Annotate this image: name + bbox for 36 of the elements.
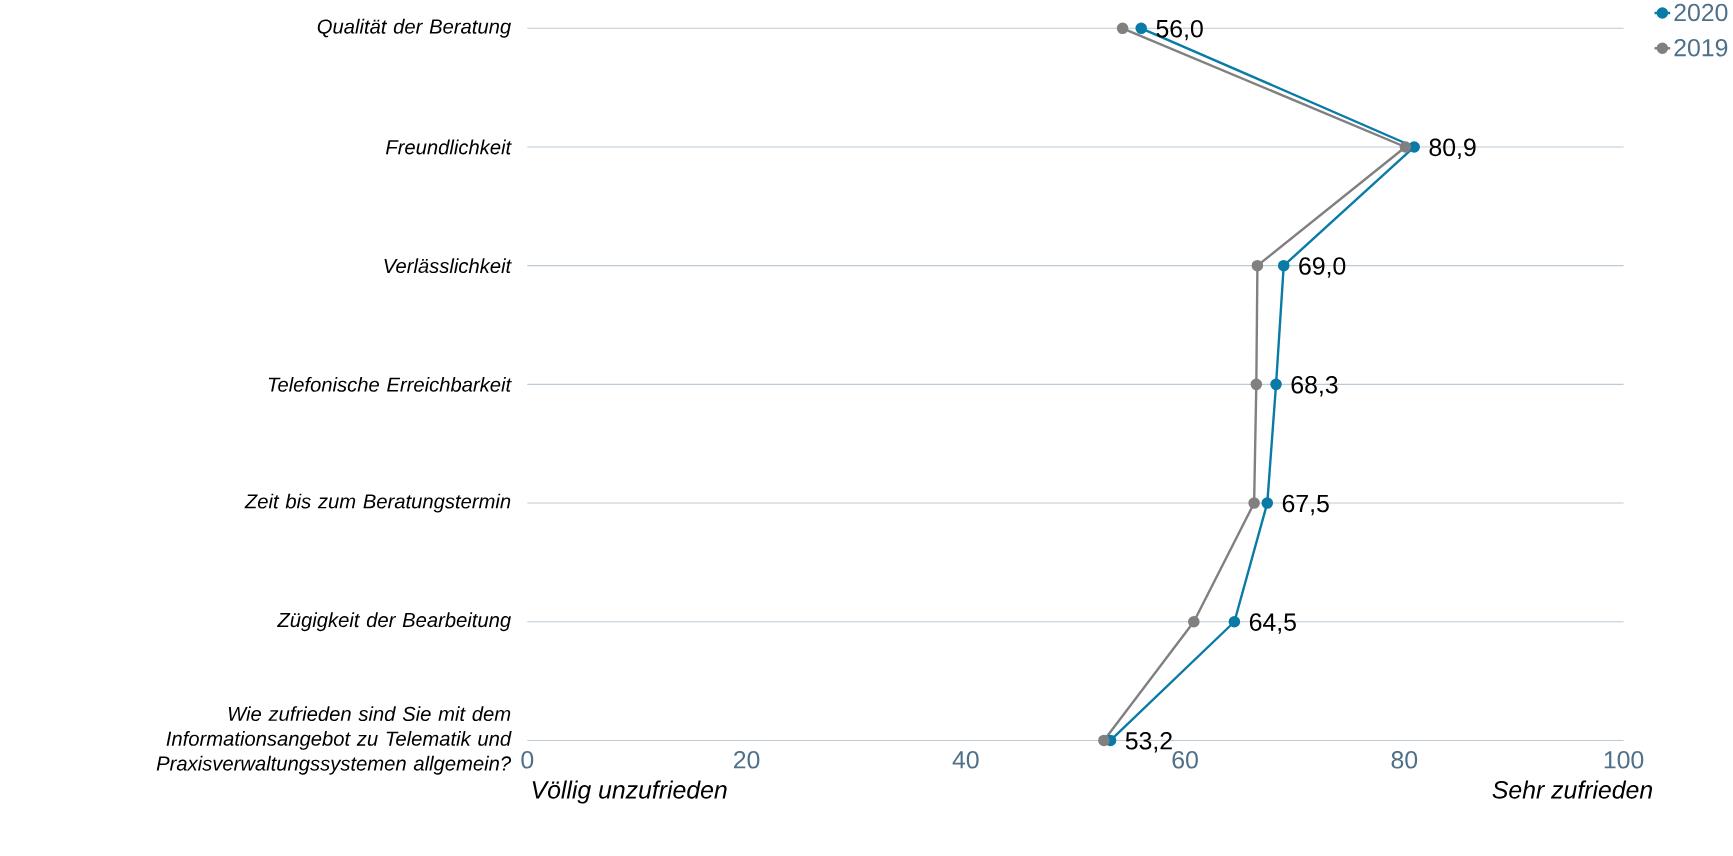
data-label: 53,2 (1125, 732, 1172, 753)
point (1261, 497, 1274, 510)
y-tick-label: Wie zufrieden sind Sie mit dem Informationsangebot zu Telematik und Praxisverwaltungssystemen allgemein? (156, 706, 512, 775)
point (1248, 497, 1260, 510)
x-tick-label: 80 (1391, 751, 1418, 769)
y-tick-label: Telefonische Erreichbarkeit (268, 377, 512, 392)
data-label: 67,5 (1282, 494, 1329, 516)
point (1270, 378, 1282, 391)
legend-label: 2019 (1674, 39, 1728, 57)
x-tick-label: 0 (521, 751, 534, 769)
data-label: 69,0 (1299, 257, 1346, 278)
x-tick-label: 100 (1604, 751, 1644, 769)
data-label: 68,3 (1291, 376, 1338, 397)
y-tick-label: Verlässlichkeit (384, 258, 512, 274)
data-label: 56,0 (1156, 20, 1203, 41)
point (1277, 260, 1290, 272)
point (1250, 378, 1263, 391)
y-tick-label: Qualität der Beratung (317, 19, 511, 38)
point (1399, 141, 1412, 153)
point (1098, 734, 1110, 747)
point (1116, 22, 1129, 35)
x-tick-label: 60 (1172, 751, 1198, 769)
y-tick-label: Freundlichkeit (385, 139, 512, 155)
point (1228, 616, 1241, 628)
annotation: Völlig unzufrieden (532, 780, 727, 804)
legend-label: 2020 (1674, 3, 1728, 22)
y-tick-label: Zügigkeit der Bearbeitung (277, 612, 511, 632)
x-tick-label: 20 (734, 751, 760, 769)
point (1135, 22, 1148, 35)
point (1188, 616, 1200, 628)
annotation: Sehr zufrieden (1492, 780, 1653, 799)
x-tick-label: 40 (952, 751, 979, 769)
y-tick-label: Zeit bis zum Beratungstermin (244, 493, 511, 513)
point (1251, 260, 1264, 272)
data-label: 64,5 (1249, 613, 1296, 635)
data-label: 80,9 (1429, 138, 1476, 160)
